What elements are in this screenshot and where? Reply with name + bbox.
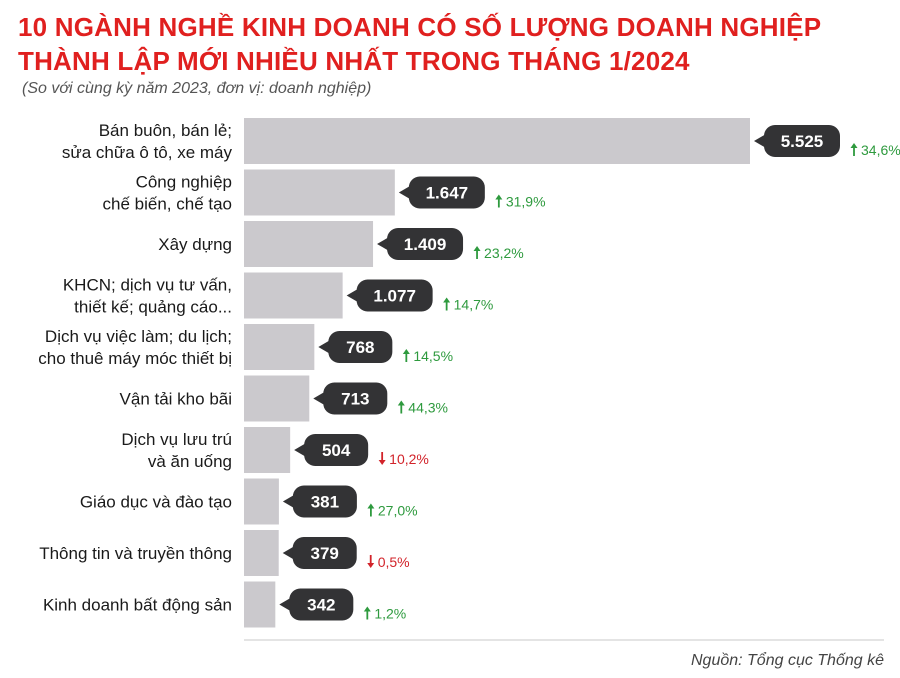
title-line-1: 10 NGÀNH NGHỀ KINH DOANH CÓ SỐ LƯỢNG DOA… bbox=[18, 12, 822, 42]
bar bbox=[244, 169, 395, 216]
value-label: 381 bbox=[311, 493, 339, 512]
category-label: KHCN; dịch vụ tư vấn, bbox=[63, 276, 232, 295]
change-label: 1,2% bbox=[374, 606, 406, 622]
chart-title: 10 NGÀNH NGHỀ KINH DOANH CÓ SỐ LƯỢNG DOA… bbox=[18, 10, 821, 78]
category-label: Dịch vụ việc làm; du lịch; bbox=[45, 327, 232, 346]
value-bubble-pointer bbox=[398, 185, 411, 200]
bar bbox=[244, 272, 343, 319]
value-bubble-pointer bbox=[754, 134, 766, 148]
category-label: Thông tin và truyền thông bbox=[39, 544, 232, 563]
category-label: Công nghiệp bbox=[136, 173, 232, 192]
category-label: thiết kế; quảng cáo... bbox=[74, 298, 232, 317]
arrow-up-icon bbox=[443, 297, 451, 303]
value-bubble bbox=[328, 331, 393, 363]
value-bubble-pointer bbox=[282, 494, 295, 509]
category-label: Giáo dục và đào tạo bbox=[80, 493, 232, 512]
arrow-up-icon bbox=[473, 246, 481, 251]
change-label: 14,7% bbox=[454, 297, 494, 313]
value-bubble-pointer bbox=[282, 546, 295, 560]
bar bbox=[244, 375, 310, 422]
bar bbox=[244, 427, 291, 473]
bar bbox=[244, 324, 315, 370]
change-label: 31,9% bbox=[506, 194, 546, 210]
value-label: 5.525 bbox=[781, 132, 824, 151]
value-label: 1.409 bbox=[404, 235, 447, 254]
value-bubble bbox=[289, 588, 354, 621]
category-label: và ăn uống bbox=[148, 452, 232, 471]
arrow-up-icon bbox=[367, 503, 375, 509]
bar bbox=[244, 478, 279, 525]
source-note: Nguồn: Tổng cục Thống kê bbox=[690, 652, 884, 669]
change-label: 10,2% bbox=[389, 451, 429, 467]
value-bubble bbox=[292, 537, 357, 569]
arrow-up-icon bbox=[397, 400, 405, 406]
change-label: 14,5% bbox=[413, 348, 453, 364]
value-bubble bbox=[356, 279, 433, 312]
value-label: 713 bbox=[341, 390, 369, 409]
category-label: sửa chữa ô tô, xe máy bbox=[62, 143, 233, 162]
arrow-up-icon bbox=[363, 606, 371, 612]
value-label: 1.077 bbox=[373, 287, 416, 306]
arrow-down-icon bbox=[367, 563, 375, 568]
arrow-up-icon bbox=[402, 349, 410, 354]
arrow-up-icon bbox=[850, 143, 858, 148]
arrow-down-icon bbox=[378, 460, 386, 465]
bar bbox=[244, 581, 276, 628]
category-label: Xây dựng bbox=[158, 235, 232, 254]
value-bubble-pointer bbox=[377, 237, 390, 251]
value-bubble-pointer bbox=[294, 443, 307, 457]
value-bubble-pointer bbox=[318, 340, 331, 354]
bar bbox=[244, 221, 374, 267]
value-bubble-pointer bbox=[313, 391, 326, 406]
value-bubble-pointer bbox=[346, 288, 359, 303]
category-label: Vận tải kho bãi bbox=[120, 390, 232, 409]
value-label: 379 bbox=[311, 544, 339, 563]
chart-subtitle: (So với cùng kỳ năm 2023, đơn vị: doanh … bbox=[22, 80, 372, 97]
value-bubble bbox=[387, 228, 464, 260]
category-label: chế biến, chế tạo bbox=[103, 195, 232, 214]
value-bubble-pointer bbox=[279, 597, 292, 612]
change-label: 23,2% bbox=[484, 245, 524, 261]
value-label: 504 bbox=[322, 441, 351, 460]
category-label: Bán buôn, bán lẻ; bbox=[99, 121, 232, 140]
value-label: 768 bbox=[346, 338, 374, 357]
bar bbox=[244, 530, 279, 576]
category-label: Kinh doanh bất động sản bbox=[43, 596, 232, 615]
change-label: 0,5% bbox=[378, 554, 410, 570]
bar bbox=[244, 118, 750, 164]
change-label: 44,3% bbox=[408, 400, 448, 416]
value-bubble bbox=[764, 125, 840, 157]
category-label: Dịch vụ lưu trú bbox=[121, 430, 232, 449]
value-bubble bbox=[408, 176, 485, 209]
value-label: 1.647 bbox=[426, 184, 469, 203]
arrow-up-icon bbox=[495, 194, 503, 200]
value-bubble bbox=[323, 382, 388, 415]
value-bubble bbox=[292, 485, 357, 518]
value-bubble bbox=[304, 434, 369, 466]
change-label: 34,6% bbox=[861, 142, 900, 158]
category-label: cho thuê máy móc thiết bị bbox=[38, 349, 232, 368]
title-line-2: THÀNH LẬP MỚI NHIỀU NHẤT TRONG THÁNG 1/2… bbox=[18, 46, 690, 76]
value-label: 342 bbox=[307, 596, 335, 615]
change-label: 27,0% bbox=[378, 503, 418, 519]
